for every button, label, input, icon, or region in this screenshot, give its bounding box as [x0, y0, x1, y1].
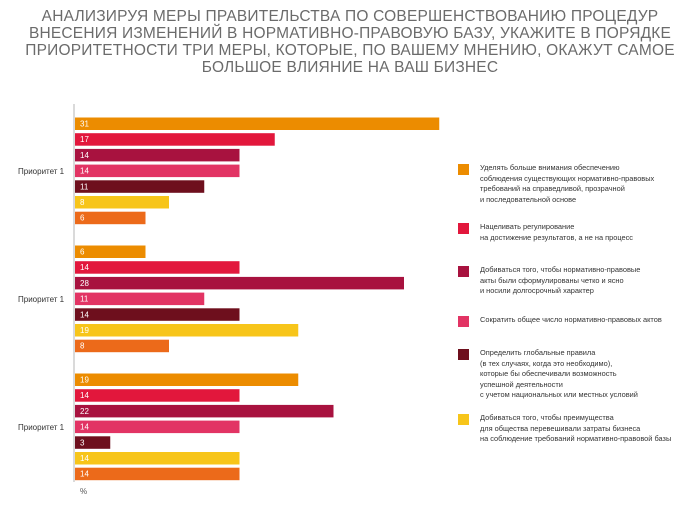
legend-label-line: Сократить общее число нормативно-правовы…: [480, 315, 662, 324]
legend-label: Сократить общее число нормативно-правовы…: [480, 315, 698, 326]
bar: [75, 261, 240, 274]
bar-value-label: 14: [80, 454, 89, 463]
bar: [75, 133, 275, 146]
category-label: Приоритет 1: [18, 423, 65, 432]
legend-label: Уделять больше внимания обеспечению соблю…: [480, 163, 698, 205]
bar-value-label: 31: [80, 120, 89, 129]
category-label: Приоритет 1: [18, 295, 65, 304]
legend-label-line: (в тех случаях, когда это необходимо),: [480, 358, 613, 368]
bar-value-label: 14: [80, 310, 89, 319]
bar-value-label: 6: [80, 248, 85, 257]
bar: [75, 211, 146, 225]
bar: [75, 164, 240, 178]
bar: [75, 324, 299, 337]
bar-value-label: 22: [80, 407, 89, 416]
bar-value-label: 6: [80, 214, 85, 223]
legend-swatch: [458, 223, 469, 234]
bar: [75, 148, 240, 162]
bar-value-label: 14: [80, 263, 89, 272]
legend-label: Добиваться того, чтобы преимущества для о…: [480, 413, 698, 445]
legend-label-line: и носили долгосрочный характер: [480, 286, 594, 296]
legend-label-line: Определить глобальные правила: [480, 348, 596, 357]
legend-swatch: [458, 316, 469, 327]
legend-label-line: на достижение результатов, а не на проце…: [480, 232, 634, 242]
bar-value-label: 3: [80, 438, 85, 447]
chart-title: АНАЛИЗИРУЯ МЕРЫ ПРАВИТЕЛЬСТВА ПО СОВЕРШЕ…: [10, 8, 690, 76]
title-line: ВНЕСЕНИЯ ИЗМЕНЕНИЙ В НОРМАТИВНО-ПРАВОВУЮ…: [28, 25, 672, 42]
bar-value-label: 19: [80, 376, 89, 385]
legend-label-line: Нацеливать регулирование: [480, 222, 575, 231]
bar: [75, 339, 169, 353]
category-label: Приоритет 1: [18, 167, 65, 176]
bar: [75, 180, 205, 193]
legend-label-line: с учетом национальных или местных услови…: [480, 390, 638, 400]
bar: [75, 117, 440, 130]
legend-label: Нацеливать регулирование на достижение ре…: [480, 222, 698, 243]
legend-swatch: [458, 349, 469, 360]
title-line: БОЛЬШОЕ ВЛИЯНИЕ НА ВАШ БИЗНЕС: [201, 59, 499, 76]
legend-label-line: на соблюдение требований нормативно-прав…: [480, 434, 672, 444]
bar-value-label: 14: [80, 151, 89, 160]
bar: [75, 245, 146, 258]
legend-label-line: акты были сформулированы четко и ясно: [480, 275, 624, 285]
bar: [75, 308, 240, 321]
bar-value-label: 17: [80, 135, 89, 144]
unit-label: %: [80, 487, 87, 496]
bar-value-label: 14: [80, 391, 89, 400]
bar-value-label: 11: [80, 182, 89, 191]
bar: [75, 389, 240, 402]
bar: [75, 292, 205, 306]
title-line: ПРИОРИТЕТНОСТИ ТРИ МЕРЫ, КОТОРЫЕ, ПО ВАШ…: [25, 42, 675, 59]
legend-label: Определить глобальные правила (в тех случ…: [480, 348, 698, 401]
bar: [75, 404, 334, 418]
bar-value-label: 14: [80, 423, 89, 432]
legend-label-line: Добиваться того, чтобы преимущества: [480, 413, 614, 422]
bar: [75, 420, 240, 434]
bar: [75, 373, 299, 386]
bar: [75, 452, 240, 465]
bar: [75, 196, 169, 209]
legend-swatch: [458, 266, 469, 277]
legend-label: Добиваться того, чтобы нормативно-правов…: [480, 265, 698, 297]
bar: [75, 276, 404, 290]
bar-value-label: 8: [80, 198, 85, 207]
legend-label-line: которые бы обеспечивали возможность: [480, 369, 617, 379]
legend-label-line: Уделять больше внимания обеспечению: [480, 163, 620, 172]
legend-label-line: и последовательной основе: [480, 194, 577, 204]
bar-value-label: 11: [80, 295, 89, 304]
legend-swatch: [458, 164, 469, 175]
bar: [75, 436, 111, 449]
bar-value-label: 14: [80, 167, 89, 176]
bar-value-label: 19: [80, 326, 89, 335]
bar-value-label: 14: [80, 470, 89, 479]
legend-label-line: для общества перевешивали затраты бизнес…: [480, 423, 641, 433]
bar-value-label: 8: [80, 342, 85, 351]
legend-label-line: требований на справедливой, прозрачной: [480, 184, 625, 194]
legend-label-line: успешной деятельности: [480, 379, 563, 389]
legend-swatch: [458, 414, 469, 425]
bar: [75, 467, 240, 481]
bar-value-label: 28: [80, 279, 89, 288]
title-line: АНАЛИЗИРУЯ МЕРЫ ПРАВИТЕЛЬСТВА ПО СОВЕРШЕ…: [41, 8, 659, 25]
legend-label-line: Добиваться того, чтобы нормативно-правов…: [480, 265, 641, 274]
legend-label-line: соблюдения существующих нормативно-право…: [480, 173, 655, 183]
